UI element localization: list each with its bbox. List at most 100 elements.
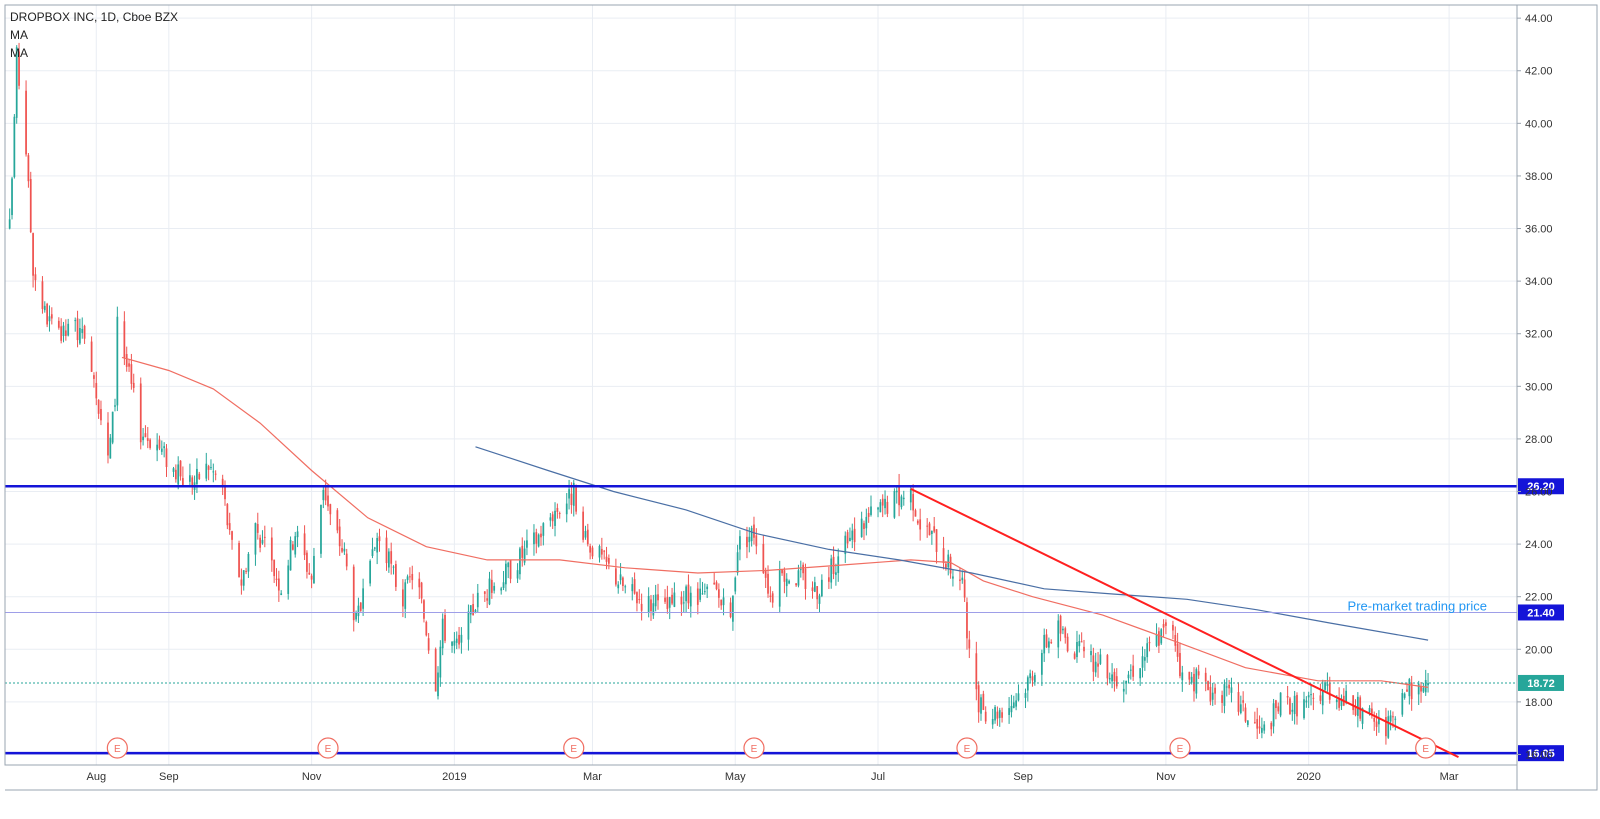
candle-body — [556, 507, 559, 512]
candle-body — [1029, 673, 1032, 679]
candle-body — [680, 596, 683, 605]
candle-body — [797, 570, 800, 586]
pre-market-price-label-bg — [1518, 604, 1564, 621]
candle-body — [1410, 682, 1413, 700]
candle-body — [411, 574, 414, 581]
candle-body — [703, 591, 706, 593]
candle-body — [1420, 686, 1422, 692]
candle-body — [160, 448, 163, 452]
candle-body — [1417, 683, 1420, 695]
candle-body — [1275, 700, 1277, 709]
candle-body — [928, 523, 931, 536]
candle-body — [851, 530, 854, 540]
candle-body — [696, 588, 699, 605]
candle-body — [640, 603, 643, 611]
candle-body — [476, 592, 479, 608]
candle-body — [205, 463, 208, 479]
candle-body — [1340, 698, 1343, 707]
candle-body — [1172, 624, 1174, 631]
candle-body — [144, 433, 147, 438]
candle-body — [617, 584, 620, 589]
candle-body — [1141, 656, 1144, 668]
candle-body — [1080, 641, 1083, 643]
candle-body — [652, 603, 655, 616]
candle-body — [172, 468, 175, 472]
candle-body — [207, 466, 210, 470]
candle-body — [867, 512, 870, 517]
candle-body — [717, 589, 720, 598]
candle-body — [198, 473, 201, 479]
candle-body — [418, 578, 421, 588]
last-price-price-label-bg — [1518, 674, 1564, 691]
candle-body — [493, 585, 496, 591]
candle-body — [256, 524, 259, 533]
candle-body — [1406, 689, 1408, 692]
candle-body — [1066, 636, 1069, 652]
candle-body — [1401, 693, 1404, 715]
candle-body — [753, 524, 755, 538]
candle-body — [820, 579, 823, 597]
y-tick-label: 24.00 — [1525, 539, 1553, 551]
candle-body — [804, 568, 807, 590]
candle-body — [1277, 706, 1280, 712]
candle-body — [778, 570, 781, 607]
candle-body — [853, 528, 856, 543]
candle-body — [886, 501, 889, 514]
horizontal-lines: 26.20 21.40 Pre-market trading price 18.72 1… — [5, 478, 1564, 762]
x-tick-label: Nov — [1156, 771, 1176, 783]
candle-body — [1256, 719, 1259, 729]
candle-body — [881, 498, 884, 506]
candle-body — [607, 557, 610, 564]
candle-body — [224, 486, 226, 500]
candle-body — [107, 422, 109, 456]
candle-body — [919, 519, 922, 530]
candle-body — [158, 439, 161, 449]
candle-body — [228, 523, 231, 531]
candle-body — [111, 411, 114, 443]
candle-body — [11, 178, 13, 216]
candle-body — [1143, 657, 1146, 661]
candle-body — [437, 672, 439, 697]
candle-body — [1132, 665, 1135, 677]
candle-body — [221, 478, 224, 486]
candle-body — [1017, 693, 1020, 701]
axes: 16.00 18.00 20.00 22.00 24.00 26.00 28.00 30.00… — [4, 4, 1598, 791]
candle-body — [146, 438, 149, 441]
candle-body — [306, 552, 308, 572]
candle-body — [762, 543, 765, 573]
candle-body — [1099, 654, 1102, 664]
candle-body — [93, 375, 95, 379]
candle-body — [1321, 691, 1324, 706]
candle-body — [1094, 661, 1097, 673]
candle-body — [966, 602, 968, 639]
candle-body — [863, 523, 865, 529]
candle-body — [1392, 716, 1394, 718]
candle-body — [603, 550, 606, 552]
earnings-marker-circle — [956, 737, 978, 759]
candle-body — [870, 506, 872, 515]
indicator-ma-1[interactable]: MA — [10, 28, 28, 42]
candle-body — [952, 576, 954, 579]
candle-body — [359, 602, 362, 611]
candle-body — [631, 584, 634, 592]
candle-body — [666, 597, 669, 609]
earnings-marker-circle — [563, 737, 585, 759]
earnings-marker-circle — [1415, 737, 1437, 759]
candle-body — [713, 582, 716, 585]
resistance-price-label-bg — [1518, 478, 1564, 495]
candle-body — [802, 564, 805, 574]
candle-body — [139, 383, 142, 443]
candle-body — [48, 316, 51, 322]
candle-body — [526, 540, 528, 548]
candle-body — [1356, 696, 1359, 716]
candle-body — [226, 504, 229, 526]
candle-body — [902, 497, 905, 500]
candle-body — [1230, 687, 1233, 693]
indicator-ma-2[interactable]: MA — [10, 46, 28, 60]
candle-body — [984, 711, 987, 722]
symbol-title[interactable]: DROPBOX INC, 1D, Cboe BZX — [10, 10, 179, 24]
candle-body — [34, 274, 37, 281]
candle-body — [74, 320, 77, 322]
